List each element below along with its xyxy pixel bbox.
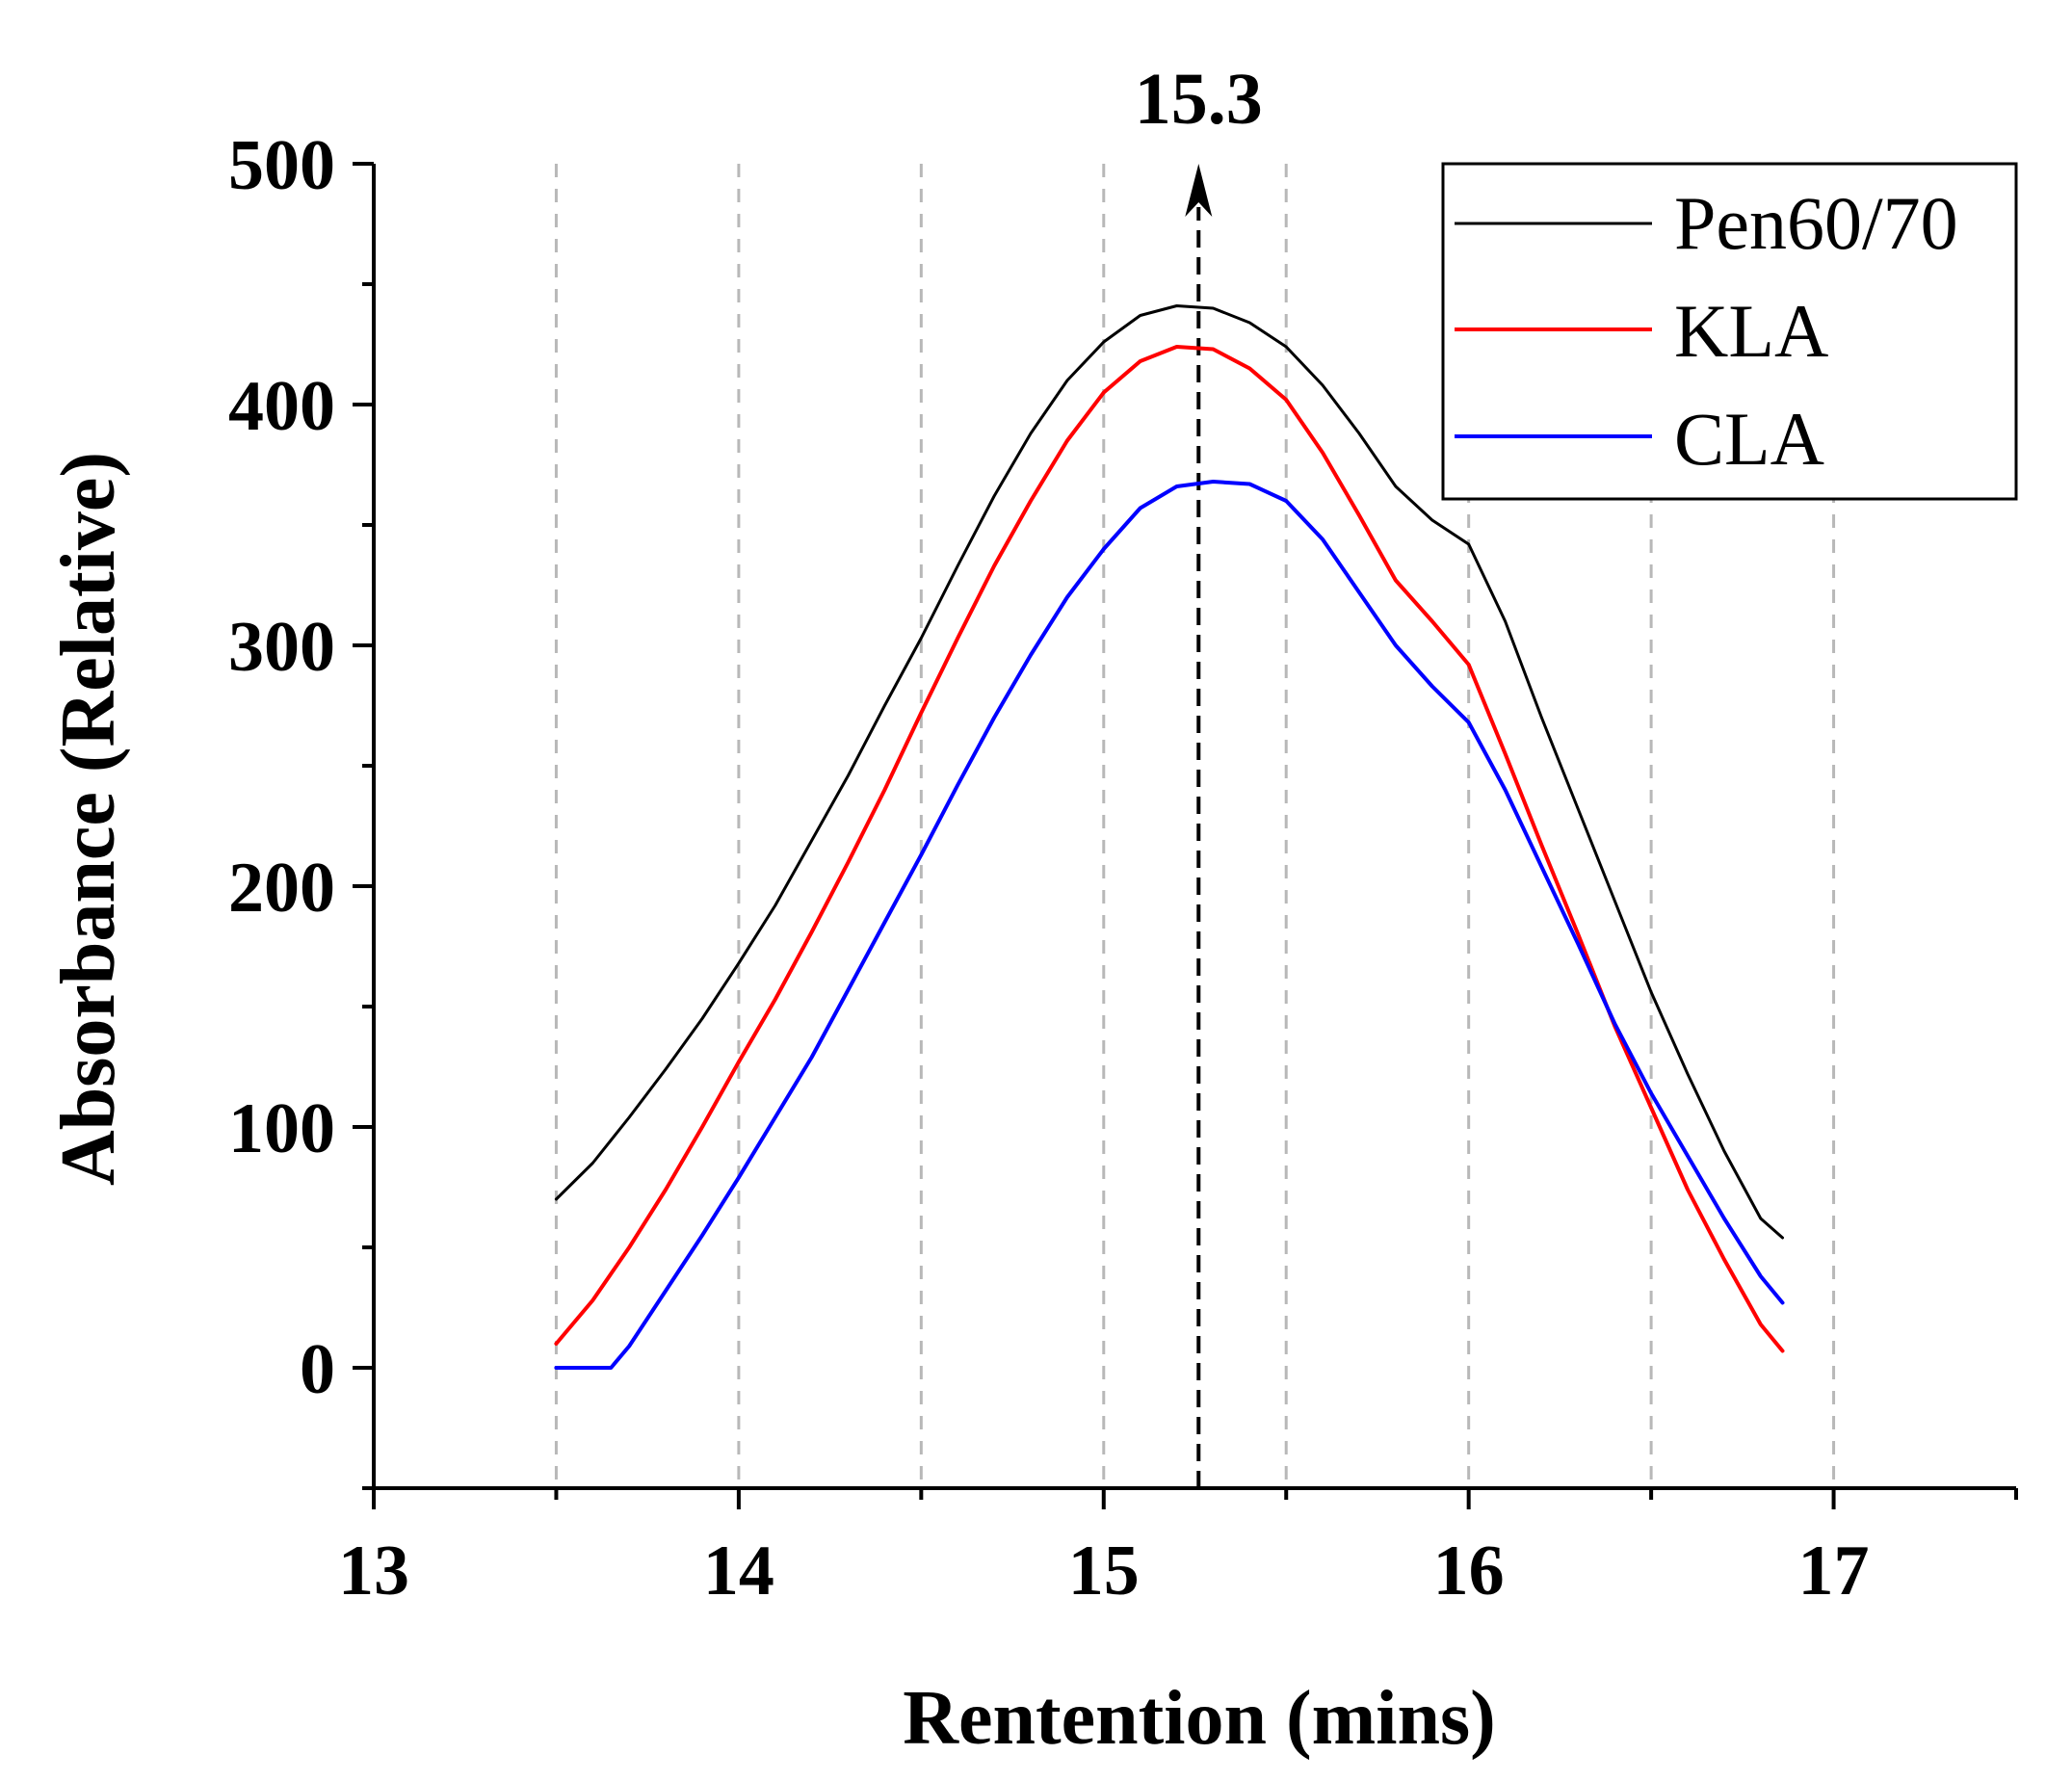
x-tick-label-16: 16 xyxy=(1433,1532,1505,1611)
y-tick-label-400: 400 xyxy=(228,367,335,446)
x-axis-title: Rentention (mins) xyxy=(903,1676,1496,1761)
x-tick-label-17: 17 xyxy=(1798,1532,1870,1611)
legend: Pen60/70 KLA CLA xyxy=(1441,162,2018,501)
x-tick-label-15: 15 xyxy=(1068,1532,1140,1611)
peak-label: 15.3 xyxy=(1135,59,1263,140)
legend-label-kla: KLA xyxy=(1674,289,1828,373)
vertical-grid-lines xyxy=(554,164,1836,1488)
series-line-pen60-70 xyxy=(554,304,1784,1240)
series-line-kla xyxy=(554,345,1785,1353)
y-tick-label-0: 0 xyxy=(300,1330,335,1409)
axes xyxy=(372,164,2016,1490)
peak-annotation: 15.3 xyxy=(1135,59,1263,1488)
y-ticks: 0 100 200 300 400 500 xyxy=(228,126,374,1490)
legend-box xyxy=(1441,162,2018,501)
x-tick-label-14: 14 xyxy=(703,1532,774,1611)
y-tick-label-200: 200 xyxy=(228,849,335,928)
x-tick-label-13: 13 xyxy=(338,1532,409,1611)
legend-label-cla: CLA xyxy=(1674,397,1824,481)
series-line-cla xyxy=(554,480,1785,1370)
y-tick-label-300: 300 xyxy=(228,608,335,687)
y-tick-label-100: 100 xyxy=(228,1089,335,1168)
x-ticks: 13 14 15 16 17 xyxy=(338,1488,2018,1611)
series-lines xyxy=(554,304,1785,1370)
legend-label-pen60-70: Pen60/70 xyxy=(1674,181,1958,265)
peak-arrow-head xyxy=(1185,164,1213,217)
y-axis-title: Absorbance (Relative) xyxy=(46,452,131,1186)
y-tick-label-500: 500 xyxy=(228,126,335,205)
